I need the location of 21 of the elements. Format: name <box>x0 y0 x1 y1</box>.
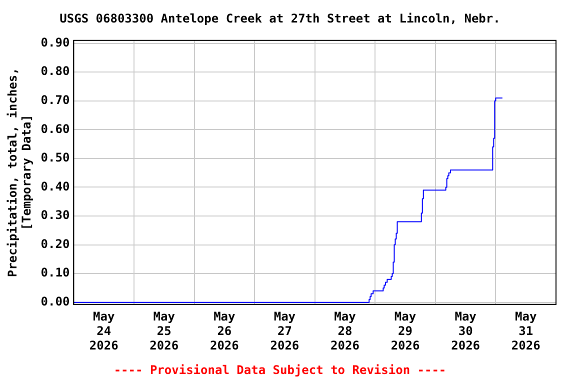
y-tick-label: 0.60 <box>40 122 70 136</box>
text: ---- Provisional Data Subject to Revision ---- <box>114 362 446 377</box>
y-tick-label: 0.90 <box>40 35 70 50</box>
y-tick-label: 0.40 <box>40 179 70 194</box>
x-tick-label: May 25 2026 <box>150 310 179 353</box>
x-tick-label: May 28 2026 <box>330 310 360 353</box>
chart-title: USGS 06803300 Antelope Creek at 27th Street at Lincoln, Nebr. <box>60 11 500 26</box>
y-tick-label: 0.20 <box>40 236 70 251</box>
x-tick-label: May 24 2026 <box>89 310 118 353</box>
x-tick-label: May 31 2026 <box>511 310 540 353</box>
y-tick-label: 0.30 <box>40 208 70 222</box>
y-tick-label: 0.70 <box>40 92 70 107</box>
y-tick-label: 0.00 <box>40 294 70 309</box>
y-axis-title: Precipitation, total, inches, [Temporary Data] <box>5 68 34 278</box>
x-tick-label: May 26 2026 <box>210 310 239 353</box>
y-tick-label: 0.10 <box>40 266 70 280</box>
x-tick-label: May 27 2026 <box>270 310 300 353</box>
x-tick-label: May 29 2026 <box>390 310 420 353</box>
y-tick-label: 0.80 <box>40 64 70 78</box>
y-tick-label: 0.50 <box>40 150 70 165</box>
x-tick-label: May 30 2026 <box>451 310 480 353</box>
